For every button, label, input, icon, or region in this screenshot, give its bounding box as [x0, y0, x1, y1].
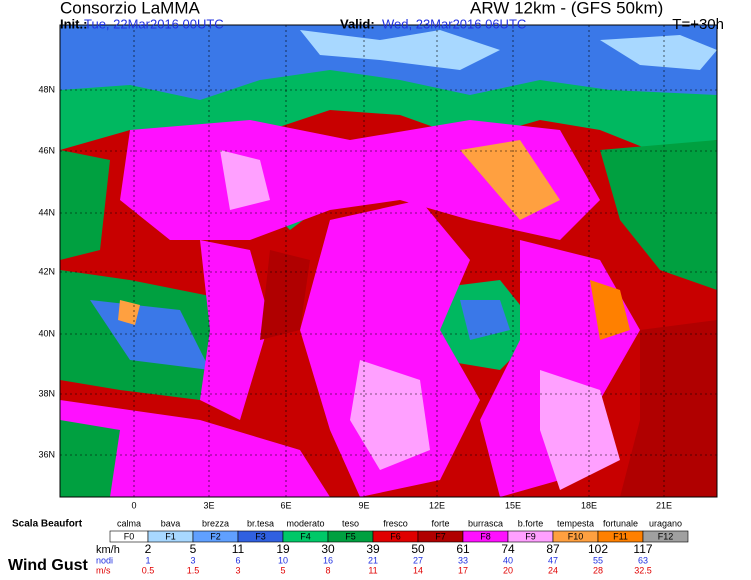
gust-ms: 5	[280, 565, 285, 575]
gust-ms: 17	[458, 565, 468, 575]
grid	[60, 25, 717, 497]
beaufort-swatch	[642, 530, 689, 543]
beaufort-code: F6	[390, 531, 401, 541]
gust-ms: 1.5	[187, 565, 200, 575]
valid-time: Wed, 23Mar2016 06UTC	[382, 16, 526, 31]
lon-label: 0	[131, 500, 136, 510]
gust-kmh: 74	[501, 542, 515, 556]
beaufort-name: brezza	[202, 518, 229, 528]
beaufort-code: F8	[480, 531, 491, 541]
beaufort-name: calma	[117, 518, 141, 528]
gust-kmh: 5	[190, 542, 197, 556]
valid-label: Valid:	[340, 16, 375, 31]
beaufort-name: fortunale	[603, 518, 638, 528]
lon-label: 12E	[429, 500, 445, 510]
lat-label: 38N	[38, 388, 55, 398]
lat-label: 44N	[38, 207, 55, 217]
gust-knots: 63	[638, 555, 648, 565]
gust-knots: 10	[278, 555, 288, 565]
beaufort-name: bava	[161, 518, 181, 528]
beaufort-name: tempesta	[557, 518, 594, 528]
unit-kmh: km/h	[96, 544, 120, 556]
beaufort-code: F12	[658, 531, 674, 541]
forecast-step: T=+30h	[672, 16, 724, 33]
lon-label: 3E	[203, 500, 214, 510]
lat-label: 36N	[38, 449, 55, 459]
gust-knots: 3	[190, 555, 195, 565]
gust-knots: 1	[145, 555, 150, 565]
gust-knots: 40	[503, 555, 513, 565]
gust-ms: 3	[235, 565, 240, 575]
beaufort-code: F11	[613, 531, 628, 541]
gust-ms: 14	[413, 565, 423, 575]
gust-kmh: 50	[411, 542, 425, 556]
scale-label: Scala Beaufort	[12, 519, 83, 530]
lat-label: 40N	[38, 328, 55, 338]
beaufort-code: F1	[165, 531, 176, 541]
beaufort-name: b.forte	[518, 518, 544, 528]
gust-kmh: 2	[145, 542, 152, 556]
gust-kmh: 30	[321, 542, 335, 556]
gust-ms: 32.5	[634, 565, 652, 575]
gust-knots: 21	[368, 555, 378, 565]
beaufort-name: br.tesa	[247, 518, 274, 528]
unit-ms: m/s	[96, 565, 111, 575]
beaufort-code: F7	[435, 531, 446, 541]
beaufort-code: F5	[345, 531, 356, 541]
gust-kmh: 61	[456, 542, 470, 556]
beaufort-name: moderato	[286, 518, 324, 528]
init-label: Init.:	[60, 16, 87, 31]
lon-label: 18E	[581, 500, 597, 510]
beaufort-name: uragano	[649, 518, 682, 528]
beaufort-code: F10	[568, 531, 584, 541]
beaufort-code: F9	[525, 531, 536, 541]
beaufort-name: burrasca	[468, 518, 503, 528]
gust-knots: 33	[458, 555, 468, 565]
gust-knots: 55	[593, 555, 603, 565]
lat-label: 48N	[38, 84, 55, 94]
beaufort-name: teso	[342, 518, 359, 528]
model: ARW 12km - (GFS 50km)	[470, 0, 663, 17]
unit-knots: nodi	[96, 555, 113, 565]
wind-map	[60, 25, 717, 497]
lon-label: 21E	[656, 500, 672, 510]
lon-label: 15E	[505, 500, 521, 510]
gust-knots: 27	[413, 555, 423, 565]
gust-ms: 8	[325, 565, 330, 575]
gust-kmh: 117	[633, 542, 652, 556]
gust-ms: 20	[503, 565, 513, 575]
map-frame	[59, 24, 718, 498]
gust-label: Wind Gust	[8, 557, 89, 574]
gust-ms: 11	[368, 565, 377, 575]
gust-knots: 47	[548, 555, 558, 565]
gust-kmh: 87	[546, 542, 560, 556]
gust-knots: 16	[323, 555, 333, 565]
beaufort-code: F2	[210, 531, 221, 541]
gust-kmh: 11	[232, 542, 245, 556]
gust-ms: 24	[548, 565, 558, 575]
gust-knots: 6	[235, 555, 240, 565]
init-time: Tue, 22Mar2016 00UTC	[84, 16, 224, 31]
lat-label: 46N	[38, 145, 55, 155]
gust-kmh: 102	[588, 542, 608, 556]
lon-label: 6E	[280, 500, 291, 510]
lon-label: 9E	[358, 500, 369, 510]
title: Consorzio LaMMA	[60, 0, 200, 17]
gust-kmh: 39	[366, 542, 380, 556]
gust-ms: 0.5	[142, 565, 155, 575]
gust-ms: 28	[593, 565, 603, 575]
beaufort-code: F0	[124, 531, 135, 541]
beaufort-name: forte	[431, 518, 449, 528]
beaufort-name: fresco	[383, 518, 408, 528]
lat-label: 42N	[38, 266, 55, 276]
beaufort-code: F3	[255, 531, 266, 541]
gust-kmh: 19	[276, 542, 290, 556]
beaufort-code: F4	[300, 531, 311, 541]
